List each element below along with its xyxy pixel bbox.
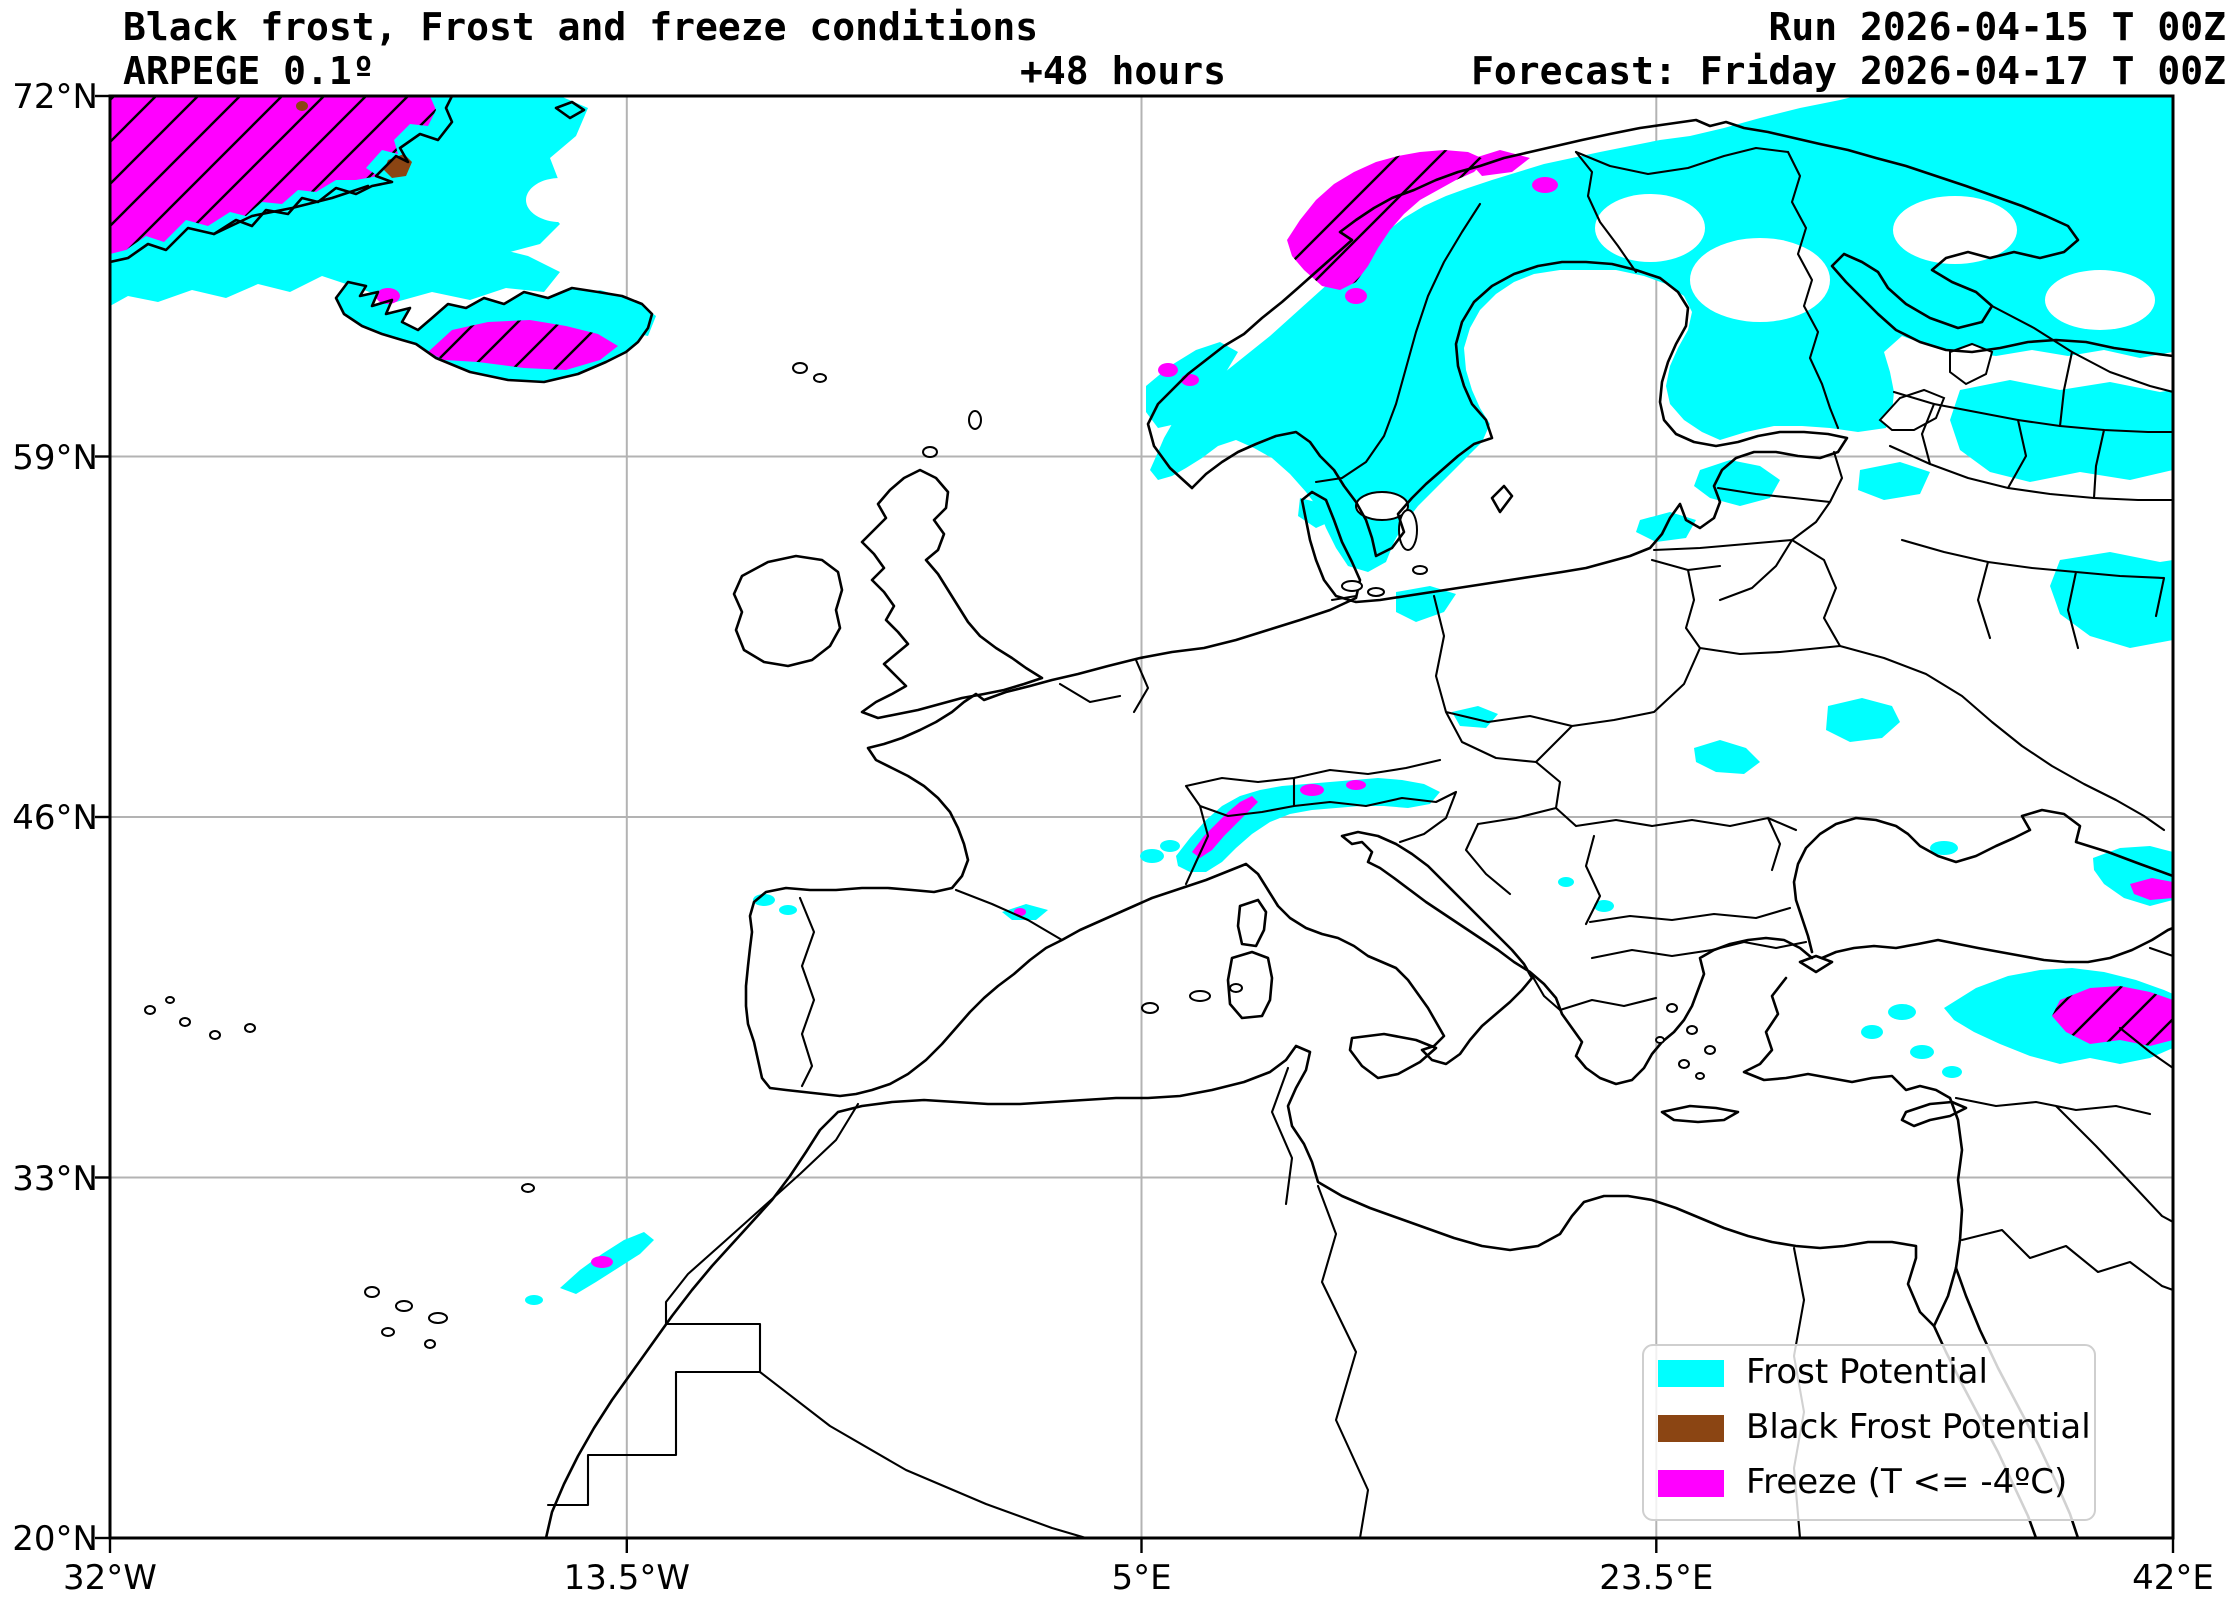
coast-greenland <box>110 96 454 264</box>
freeze-lapland-speck-1 <box>1532 177 1558 193</box>
frost-anatolia-speck-4 <box>1942 1066 1962 1078</box>
freeze-caucasus <box>2130 878 2173 900</box>
freeze-lapland-speck-2 <box>1345 288 1367 304</box>
legend-label-frost: Frost Potential <box>1746 1352 1988 1392</box>
frost-arkhangelsk <box>1950 380 2173 482</box>
coast-great-britain <box>860 468 1044 720</box>
frost-balkan-2 <box>1558 877 1574 887</box>
frost-ukraine <box>1826 698 1900 742</box>
frost-denmark-strait <box>346 246 560 302</box>
gridlines <box>110 96 2173 1538</box>
lake-onega <box>1949 342 1994 386</box>
lake-vanern <box>1355 491 1409 521</box>
y-tick-20n: 20°N <box>12 1519 98 1559</box>
freeze-alps <box>1192 796 1258 858</box>
plot-frame <box>95 94 2175 1553</box>
legend-swatch-black-frost <box>1658 1415 1724 1442</box>
frost-crimea <box>1930 841 1958 855</box>
coast-iceland <box>334 280 654 384</box>
run-label: Run 2026-04-15 T 00Z <box>1768 5 2226 49</box>
y-tick-46n: 46°N <box>12 798 98 838</box>
freeze-iceland-nw <box>376 288 400 304</box>
y-tick-33n: 33°N <box>12 1159 98 1199</box>
freeze-atlas-speck <box>591 1256 613 1268</box>
freeze-alps-speck-2 <box>1346 780 1366 790</box>
freeze-alps-speck-1 <box>1300 784 1324 796</box>
y-tick-59n: 59°N <box>12 438 98 478</box>
lake-vattern <box>1398 509 1418 551</box>
coast-corsica <box>1236 898 1268 948</box>
coast-crete <box>1660 1104 1740 1124</box>
frost-sudetes <box>1452 706 1498 728</box>
frost-anatolia-speck-3 <box>1910 1045 1934 1059</box>
coast-sicily <box>1348 1032 1438 1080</box>
black-frost-hatch <box>110 96 2173 1046</box>
frost-massif-central-1 <box>1140 849 1164 863</box>
x-axis-labels: 32°W 13.5°W 5°E 23.5°E 42°E <box>63 1558 2214 1598</box>
coast-marmara <box>1798 954 1834 974</box>
frost-carpathians <box>1694 740 1760 774</box>
country-borders <box>546 146 2173 1538</box>
axis-ticks <box>95 94 2175 1553</box>
frost-anatolia-speck-1 <box>1888 1004 1916 1020</box>
x-tick-13p5w: 13.5°W <box>564 1558 690 1598</box>
coast-greenland-fjord <box>212 184 370 236</box>
frost-karelia <box>1858 462 1930 500</box>
legend: Frost Potential Black Frost Potential Fr… <box>1642 1344 2096 1521</box>
frost-baltic-1 <box>1694 460 1780 506</box>
coast-europe-main <box>744 260 1849 1098</box>
legend-label-freeze: Freeze (T <= -4ºC) <box>1746 1462 2067 1502</box>
legend-box <box>1642 1344 2096 1521</box>
coast-africa <box>544 1044 2038 1538</box>
small-islands <box>144 362 1716 1349</box>
coast-cyprus <box>1900 1100 1968 1128</box>
coast-sardinia <box>1226 950 1274 1020</box>
coast-anatolia-levant <box>1742 976 1964 1328</box>
legend-swatch-frost <box>1658 1360 1724 1387</box>
lead-time-label: +48 hours <box>1020 49 1226 93</box>
coast-scandinavia-north <box>1146 118 2173 490</box>
coast-black-sea-north <box>1792 808 2173 954</box>
frost-galicia-2 <box>779 905 797 915</box>
black-frost-speck <box>296 101 308 111</box>
frost-balkan-1 <box>1594 900 1614 912</box>
frost-russia-mid <box>2050 552 2173 648</box>
frost-anatolia-speck-2 <box>1861 1025 1883 1039</box>
frost-south-sweden <box>1396 586 1456 622</box>
coast-jan-mayen <box>554 100 586 120</box>
coast-gotland <box>1490 484 1514 514</box>
coast-ireland <box>732 554 844 668</box>
coast-turkey-north <box>1820 926 2173 964</box>
freeze-jotunheimen-1 <box>1158 363 1178 377</box>
x-tick-23p5e: 23.5°E <box>1599 1558 1713 1598</box>
forecast-label: Forecast: Friday 2026-04-17 T 00Z <box>1471 49 2226 93</box>
figure-title: Black frost, Frost and freeze conditions <box>123 5 1038 49</box>
legend-swatch-freeze <box>1658 1470 1724 1497</box>
y-tick-72n: 72°N <box>12 77 98 117</box>
x-tick-32w: 32°W <box>63 1558 157 1598</box>
coastlines <box>110 96 2173 1538</box>
frost-massif-central-2 <box>1160 840 1180 852</box>
legend-label-black-frost: Black Frost Potential <box>1746 1407 2091 1447</box>
x-tick-5e: 5°E <box>1111 1558 1171 1598</box>
frost-atlas-speck <box>525 1295 543 1305</box>
y-axis-labels: 72°N 59°N 46°N 33°N 20°N <box>12 77 98 1559</box>
x-tick-42e: 42°E <box>2132 1558 2214 1598</box>
frost-holes <box>526 178 2155 376</box>
model-label: ARPEGE 0.1º <box>123 49 375 93</box>
